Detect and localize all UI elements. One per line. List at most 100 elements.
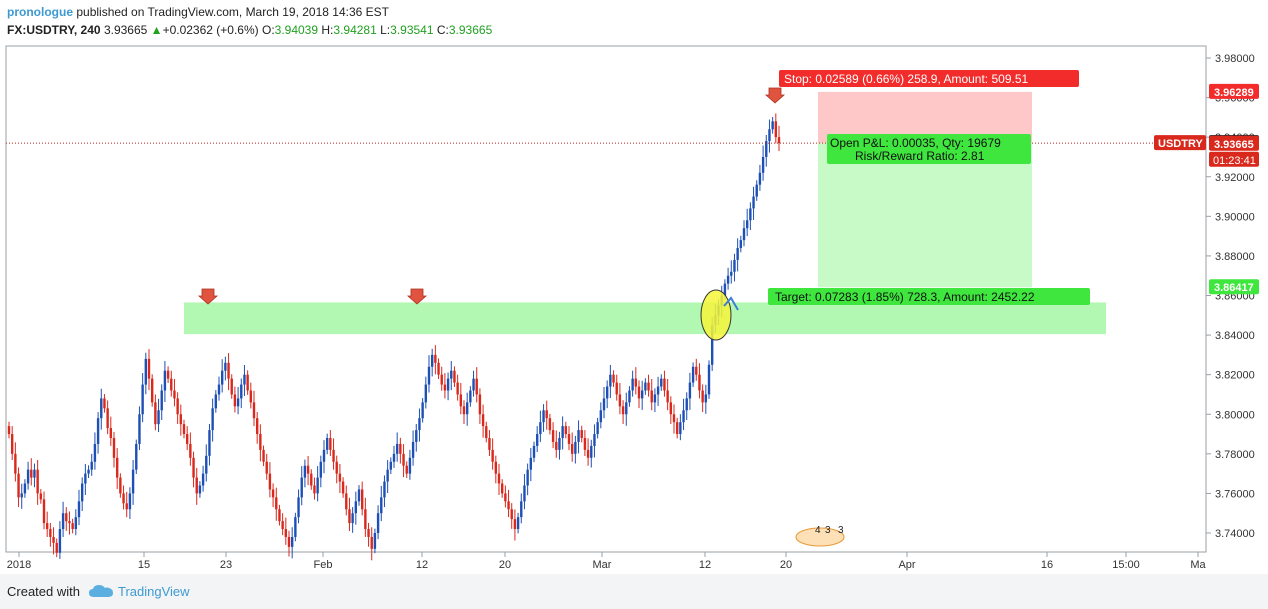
candle-body — [325, 438, 329, 450]
candle-body — [402, 453, 405, 466]
risk-reward-label: Risk/Reward Ratio: 2.81 — [855, 149, 985, 163]
y-tick-label: 3.98000 — [1215, 53, 1255, 65]
candle-body — [545, 410, 548, 419]
position-zones — [184, 91, 1106, 335]
pnl-label-box — [827, 134, 1031, 164]
candle-body — [478, 394, 482, 415]
price-chart[interactable]: 3.980003.960003.940003.920003.900003.880… — [0, 44, 1268, 574]
y-tick-label: 3.84000 — [1215, 330, 1255, 342]
candle-body — [701, 390, 704, 403]
candle-body — [61, 513, 65, 530]
candle-body — [45, 523, 49, 530]
y-tick-label: 3.76000 — [1215, 488, 1255, 500]
close-value: 3.93665 — [448, 23, 493, 37]
candle-body — [688, 382, 692, 399]
candle-body — [303, 465, 307, 478]
candle-body — [373, 533, 377, 549]
candle-body — [408, 457, 412, 474]
author-name[interactable]: pronologue — [7, 5, 73, 19]
candle-body — [437, 362, 440, 375]
candle-body — [14, 453, 17, 474]
candle-body — [411, 441, 415, 458]
candle-body — [166, 370, 170, 379]
candle-body — [596, 422, 599, 435]
candle-body — [214, 394, 218, 409]
support-zone — [184, 302, 1106, 335]
candle-body — [49, 529, 52, 537]
candle-body — [182, 424, 186, 435]
candle-body — [26, 469, 30, 484]
change-value: +0.02362 (+0.6%) — [162, 23, 259, 37]
candle-body — [666, 390, 669, 403]
countdown-badge — [1209, 151, 1259, 167]
tradingview-brand[interactable]: TradingView — [118, 584, 190, 599]
candle-body — [593, 434, 596, 446]
candle-body — [77, 501, 81, 518]
candle-body — [230, 378, 233, 395]
candle-body — [96, 418, 100, 444]
event-count: 3 — [825, 525, 831, 536]
candle-body — [523, 485, 526, 502]
chart-area[interactable]: 3.980003.960003.940003.920003.900003.880… — [0, 44, 1268, 574]
candle-body — [246, 374, 249, 391]
candle-body — [535, 434, 539, 446]
candle-body — [602, 398, 606, 411]
x-tick-label: 2018 — [7, 559, 31, 571]
target-zone — [818, 143, 1032, 288]
candle-body — [74, 517, 78, 530]
candle-body — [660, 378, 663, 387]
x-tick-label: 12 — [416, 559, 428, 571]
candle-body — [128, 493, 132, 510]
candle-body — [71, 523, 74, 530]
candle-body — [278, 509, 281, 522]
down-arrow-icon — [197, 288, 219, 305]
candle-body — [440, 374, 443, 385]
cloud-icon[interactable] — [88, 583, 114, 599]
high-label: H: — [321, 23, 334, 37]
event-count: 3 — [838, 525, 844, 536]
symbol-label: FX:USDTRY, 240 — [7, 23, 101, 37]
candle-body — [243, 374, 246, 385]
candle-body — [453, 370, 456, 383]
candle-body — [707, 364, 711, 395]
candle-body — [736, 248, 739, 260]
candle-body — [615, 382, 618, 395]
candle-body — [605, 386, 609, 399]
axis-badges: 3.962893.937003.936653.86417USDTRY01:23:… — [1154, 83, 1259, 295]
candle-body — [23, 483, 27, 494]
candle-body — [586, 449, 590, 458]
candle-body — [777, 137, 781, 144]
highlight-ellipse — [700, 289, 732, 341]
candle-body — [551, 430, 555, 442]
candle-body — [275, 497, 278, 510]
candle-body — [672, 414, 676, 423]
candle-body — [434, 354, 437, 363]
y-tick-label: 3.88000 — [1215, 251, 1255, 263]
candle-body — [348, 509, 351, 524]
candle-body — [634, 378, 638, 387]
candle-body — [131, 469, 135, 494]
publish-info: published on TradingView.com, March 19, … — [76, 5, 389, 19]
x-tick-label: 20 — [499, 559, 511, 571]
candle-body — [262, 449, 265, 462]
candle-body — [33, 469, 36, 478]
candle-body — [621, 406, 625, 415]
candle-body — [364, 509, 367, 530]
candle-body — [758, 172, 762, 185]
candle-body — [297, 497, 300, 518]
candle-body — [609, 374, 612, 387]
candle-body — [507, 501, 510, 510]
candle-body — [115, 457, 119, 478]
candle-body — [456, 382, 459, 395]
candle-body — [558, 438, 561, 450]
candle-body — [367, 529, 370, 537]
candle-body — [332, 449, 335, 462]
candle-body — [640, 390, 644, 399]
candle-body — [733, 259, 736, 272]
created-with-label: Created with — [7, 584, 80, 599]
candle-body — [599, 410, 603, 423]
candle-body — [542, 410, 545, 423]
candle-body — [774, 121, 778, 138]
candle-body — [205, 455, 208, 474]
candle-body — [313, 485, 316, 494]
